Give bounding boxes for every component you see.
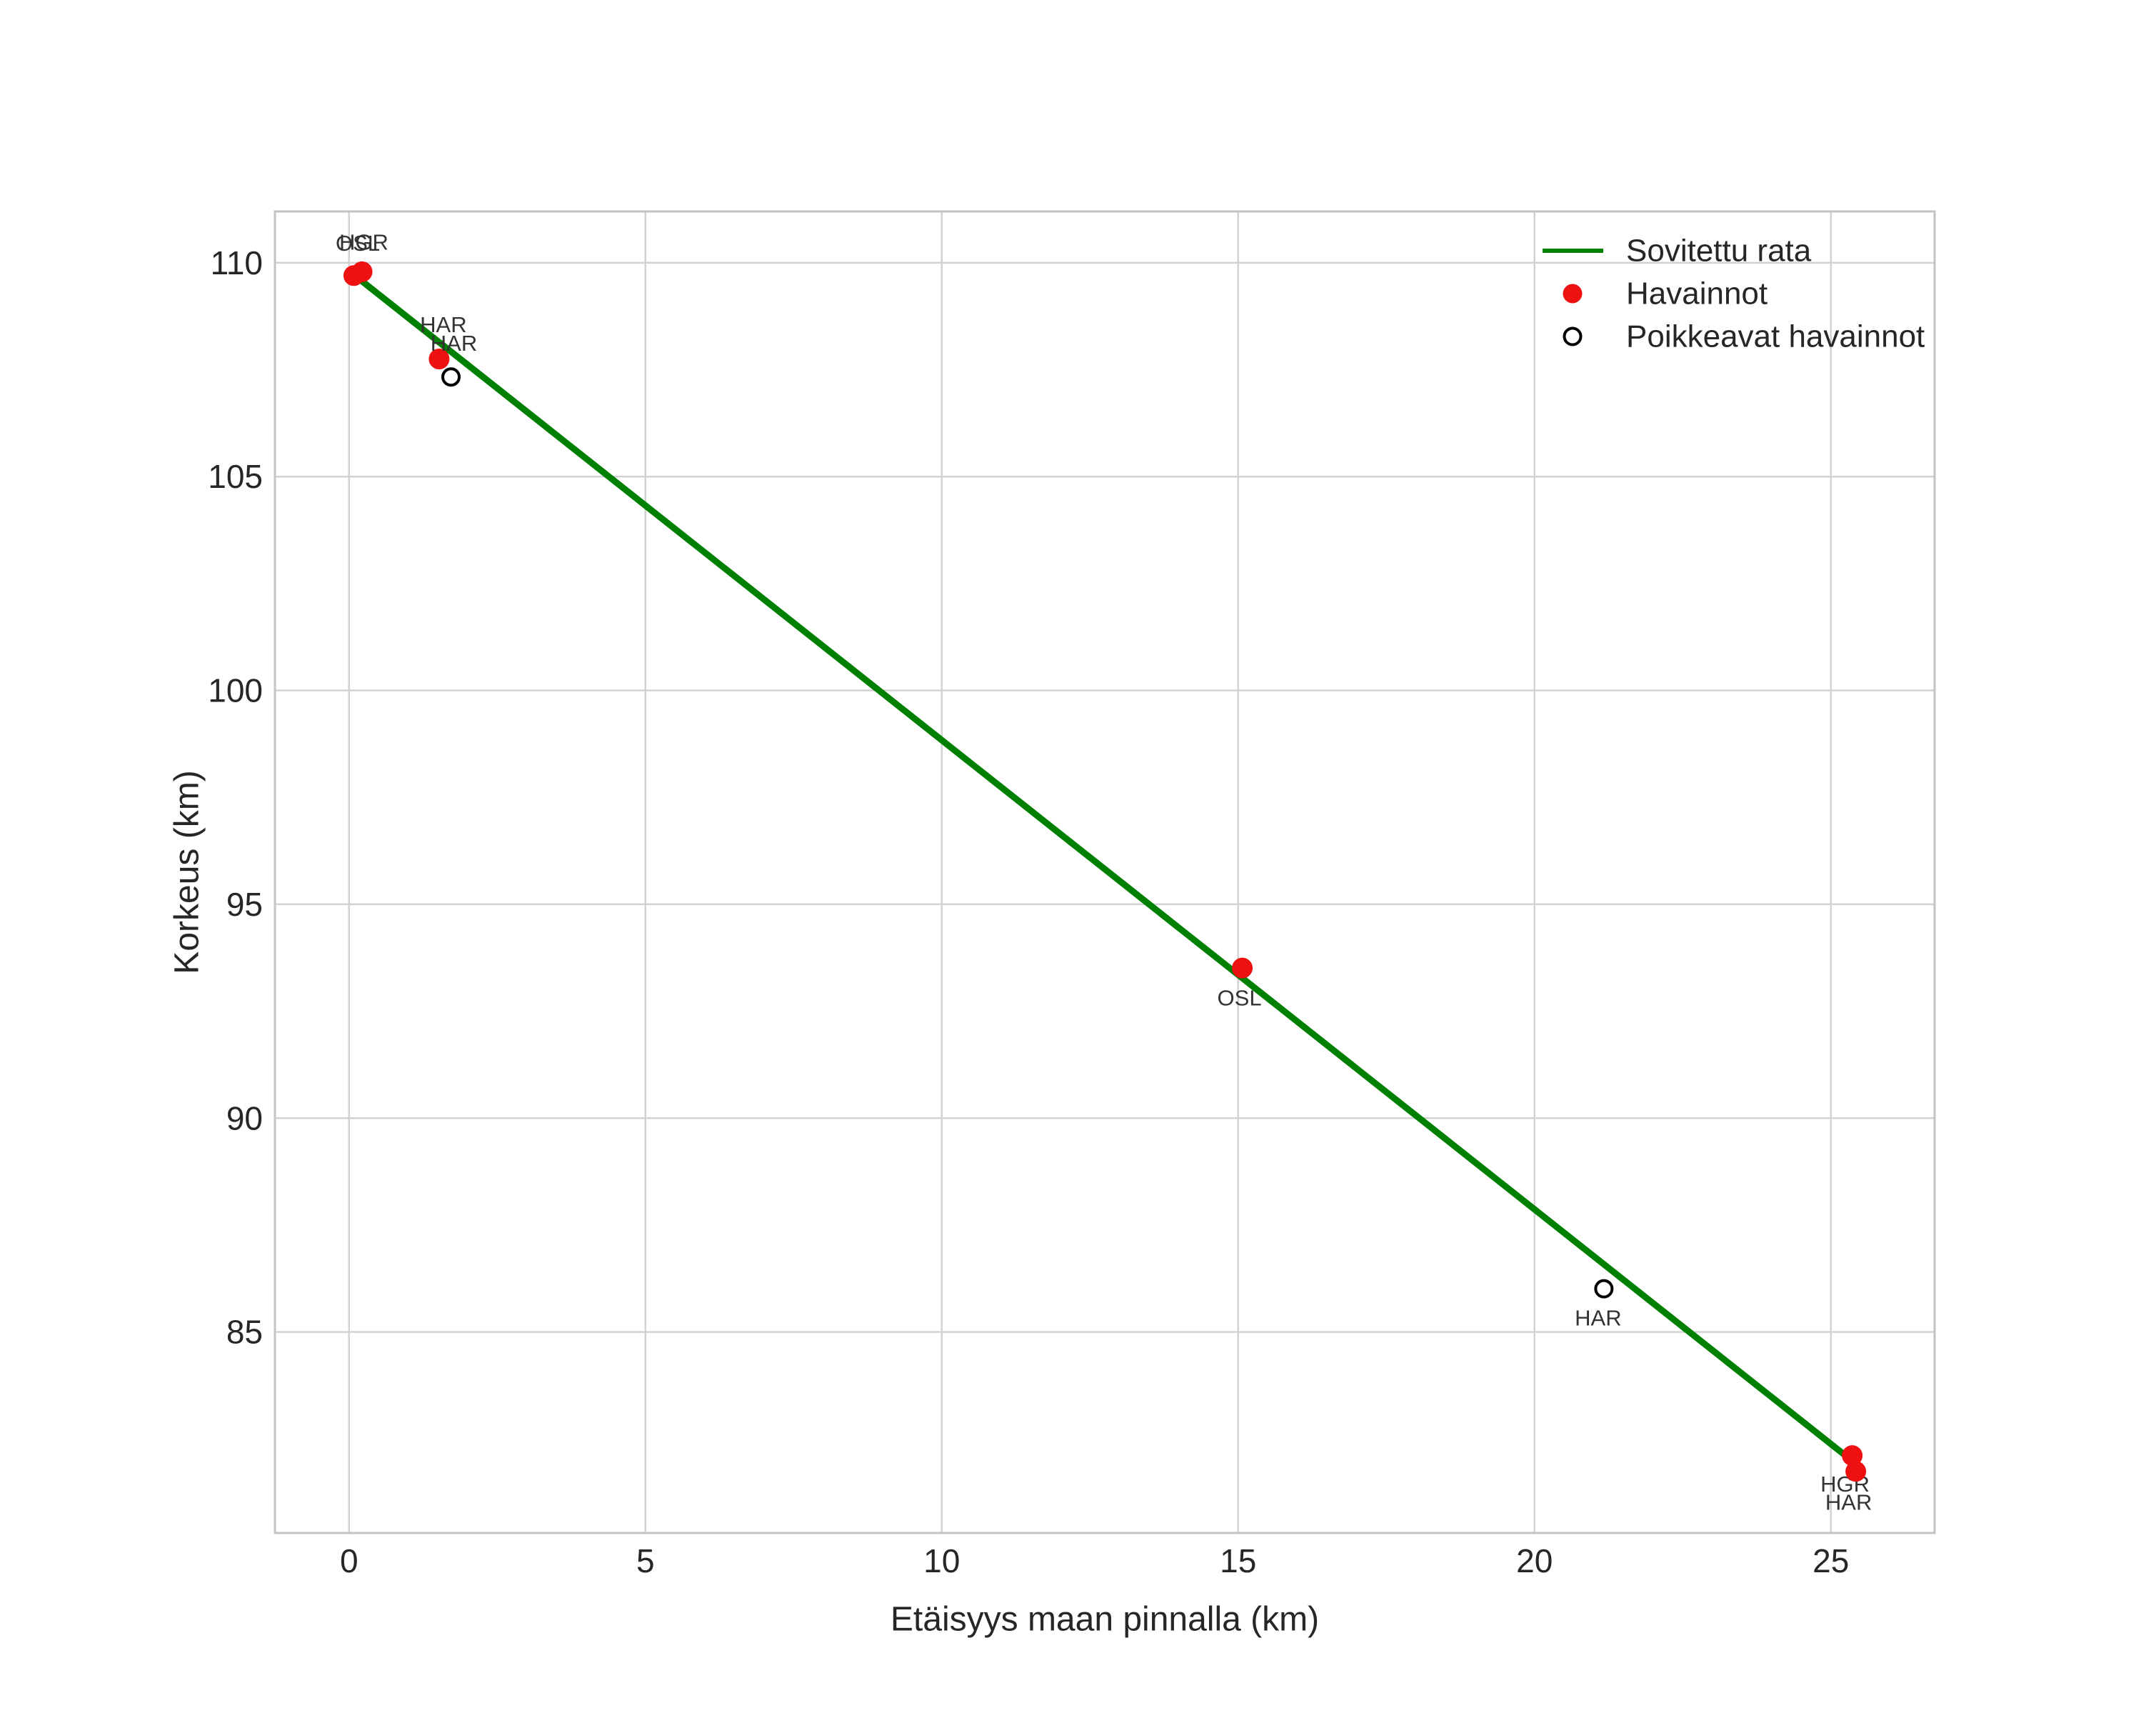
legend-observation-marker [1563,284,1583,304]
grid-layer [275,211,1935,1533]
legend-label-fitted-line: Sovitettu rata [1626,234,1812,269]
observation-point [351,261,373,282]
observation-point [1845,1461,1867,1482]
y-tick-label: 105 [208,458,263,495]
legend-label-outliers: Poikkeavat havainnot [1626,319,1925,354]
station-annotation: HAR [431,331,477,356]
x-tick-label: 0 [340,1542,359,1579]
tick-layer: 0 5 10 15 20 25 85 90 95 100 105 110 [208,244,1849,1579]
x-tick-label: 25 [1812,1542,1849,1579]
y-axis-label: Korkeus (km) [169,770,206,974]
x-tick-label: 20 [1516,1542,1553,1579]
station-annotation: OSL [1218,986,1262,1011]
legend-label-observations: Havainnot [1626,276,1768,311]
y-tick-label: 90 [226,1099,263,1137]
station-annotation: HGR [339,229,388,254]
plot-frame [274,210,1936,1534]
observation-point [428,349,450,370]
y-tick-label: 95 [226,886,263,923]
x-tick-label: 15 [1220,1542,1256,1579]
x-tick-label: 10 [923,1542,960,1579]
observation-point [1232,957,1253,979]
y-tick-label: 100 [208,672,263,709]
observation-point [1842,1445,1863,1467]
y-tick-label: 85 [226,1314,263,1351]
x-axis-label: Etäisyys maan pinnalla (km) [891,1601,1319,1639]
station-annotation: HAR [1825,1489,1872,1514]
station-annotation: OSL [336,231,380,256]
fitted-line [351,272,1860,1467]
outlier-point [1594,1279,1614,1299]
outlier-point [441,367,461,387]
x-tick-label: 5 [636,1542,655,1579]
station-annotation: HAR [1575,1306,1621,1331]
y-tick-label: 110 [211,244,263,281]
legend: Sovitettu rata Havainnot Poikkeavat hava… [1543,234,1925,354]
station-annotation: HAR [420,312,466,337]
legend-outlier-marker [1563,326,1583,346]
